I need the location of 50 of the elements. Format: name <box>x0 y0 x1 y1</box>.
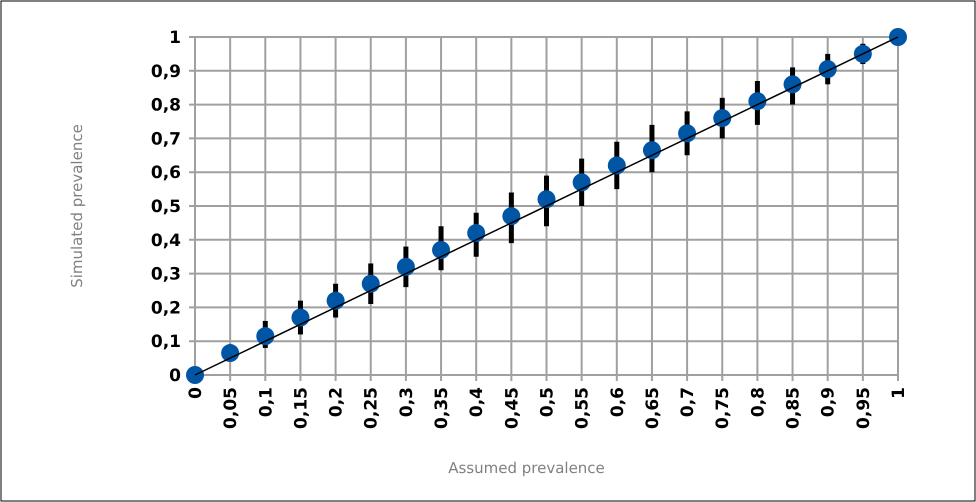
point <box>502 207 520 226</box>
x-tick-label: 0,35 <box>432 387 452 429</box>
x-tick-label: 0,2 <box>326 387 347 418</box>
y-tick-label: 0,3 <box>150 264 181 285</box>
point <box>326 292 345 310</box>
point <box>221 344 240 362</box>
point <box>362 274 380 293</box>
point <box>256 327 274 346</box>
y-tick-label: 0,8 <box>150 96 181 116</box>
x-tick-label: 0,15 <box>291 387 312 429</box>
y-tick-label: 0,5 <box>150 196 181 217</box>
x-tick-label: 0 <box>186 386 206 399</box>
x-tick-label: 0,3 <box>396 387 417 418</box>
point <box>572 173 591 192</box>
x-tick-label: 0,55 <box>572 387 593 429</box>
y-tick-label: 0,7 <box>150 129 181 150</box>
point <box>467 224 486 242</box>
point <box>432 240 450 259</box>
point <box>291 308 310 327</box>
y-tick-label: 0,9 <box>150 62 181 82</box>
x-tick-label: 0,4 <box>467 386 488 418</box>
point <box>889 28 907 46</box>
y-tick-label: 0,1 <box>150 332 181 352</box>
x-tick-label: 0,95 <box>854 387 874 429</box>
y-axis-title: Simulated prevalence <box>68 124 86 288</box>
x-axis-title: Assumed prevalence <box>448 459 605 477</box>
x-tick-label: 0,6 <box>608 387 628 418</box>
point <box>608 156 626 174</box>
x-tick-label: 0,05 <box>221 387 242 429</box>
y-tick-label: 0,4 <box>150 230 182 251</box>
point <box>186 366 204 384</box>
y-tick-label: 0 <box>169 366 182 386</box>
y-tick-label: 0,6 <box>150 163 181 184</box>
x-tick-label: 0,1 <box>256 387 276 418</box>
x-tick-label: 0,9 <box>818 387 839 418</box>
y-tick-label: 1 <box>169 28 181 48</box>
x-tick-label: 0,75 <box>713 387 734 429</box>
point <box>538 190 556 208</box>
point <box>678 124 696 142</box>
x-tick-label: 0,5 <box>537 387 558 418</box>
x-tick-label: 0,7 <box>678 387 698 418</box>
x-tick-label: 0,25 <box>362 387 382 429</box>
x-tick-label: 0,85 <box>784 387 804 429</box>
x-tick-label: 0,45 <box>502 387 522 429</box>
point <box>642 141 661 160</box>
point <box>396 258 415 276</box>
x-tick-label: 0,8 <box>748 387 768 418</box>
y-tick-label: 0,2 <box>150 298 181 318</box>
x-tick-label: 1 <box>888 387 909 399</box>
x-tick-label: 0,65 <box>642 387 663 429</box>
